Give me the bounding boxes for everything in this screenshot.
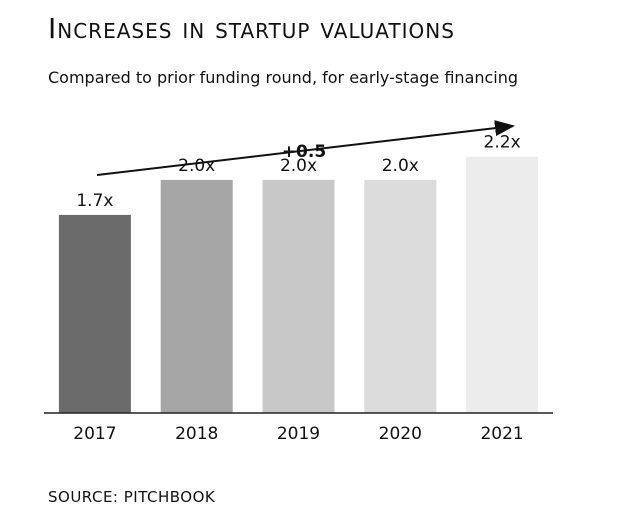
value-label-2019: 2.0x: [280, 156, 317, 176]
trend-annotation-label: +0.5: [282, 142, 326, 162]
source-note: SOURCE: PITCHBOOK: [48, 488, 216, 506]
value-label-2021: 2.2x: [484, 133, 521, 153]
chart-title: Increases in startup valuations: [48, 12, 455, 45]
x-tick-label-2020: 2020: [379, 424, 422, 444]
bar-2021: [466, 156, 539, 413]
x-tick-label-2017: 2017: [73, 424, 116, 444]
bars-layer: [58, 156, 539, 413]
x-tick-label-2021: 2021: [480, 424, 523, 444]
bar-2020: [364, 179, 437, 413]
value-label-2018: 2.0x: [178, 156, 215, 176]
chart-subtitle: Compared to prior funding round, for ear…: [48, 68, 519, 87]
trend-arrow: [96, 120, 515, 176]
value-label-2017: 1.7x: [76, 191, 113, 211]
bar-2018: [160, 179, 233, 413]
bar-2017: [58, 214, 131, 413]
bar-2019: [262, 179, 335, 413]
labels-layer: 1.7x 2017 2.0x 2018 2.0x 2019 2.0x 2020 2.2x 2021: [73, 133, 523, 444]
value-label-2020: 2.0x: [382, 156, 419, 176]
x-tick-label-2019: 2019: [277, 424, 320, 444]
x-tick-label-2018: 2018: [175, 424, 218, 444]
